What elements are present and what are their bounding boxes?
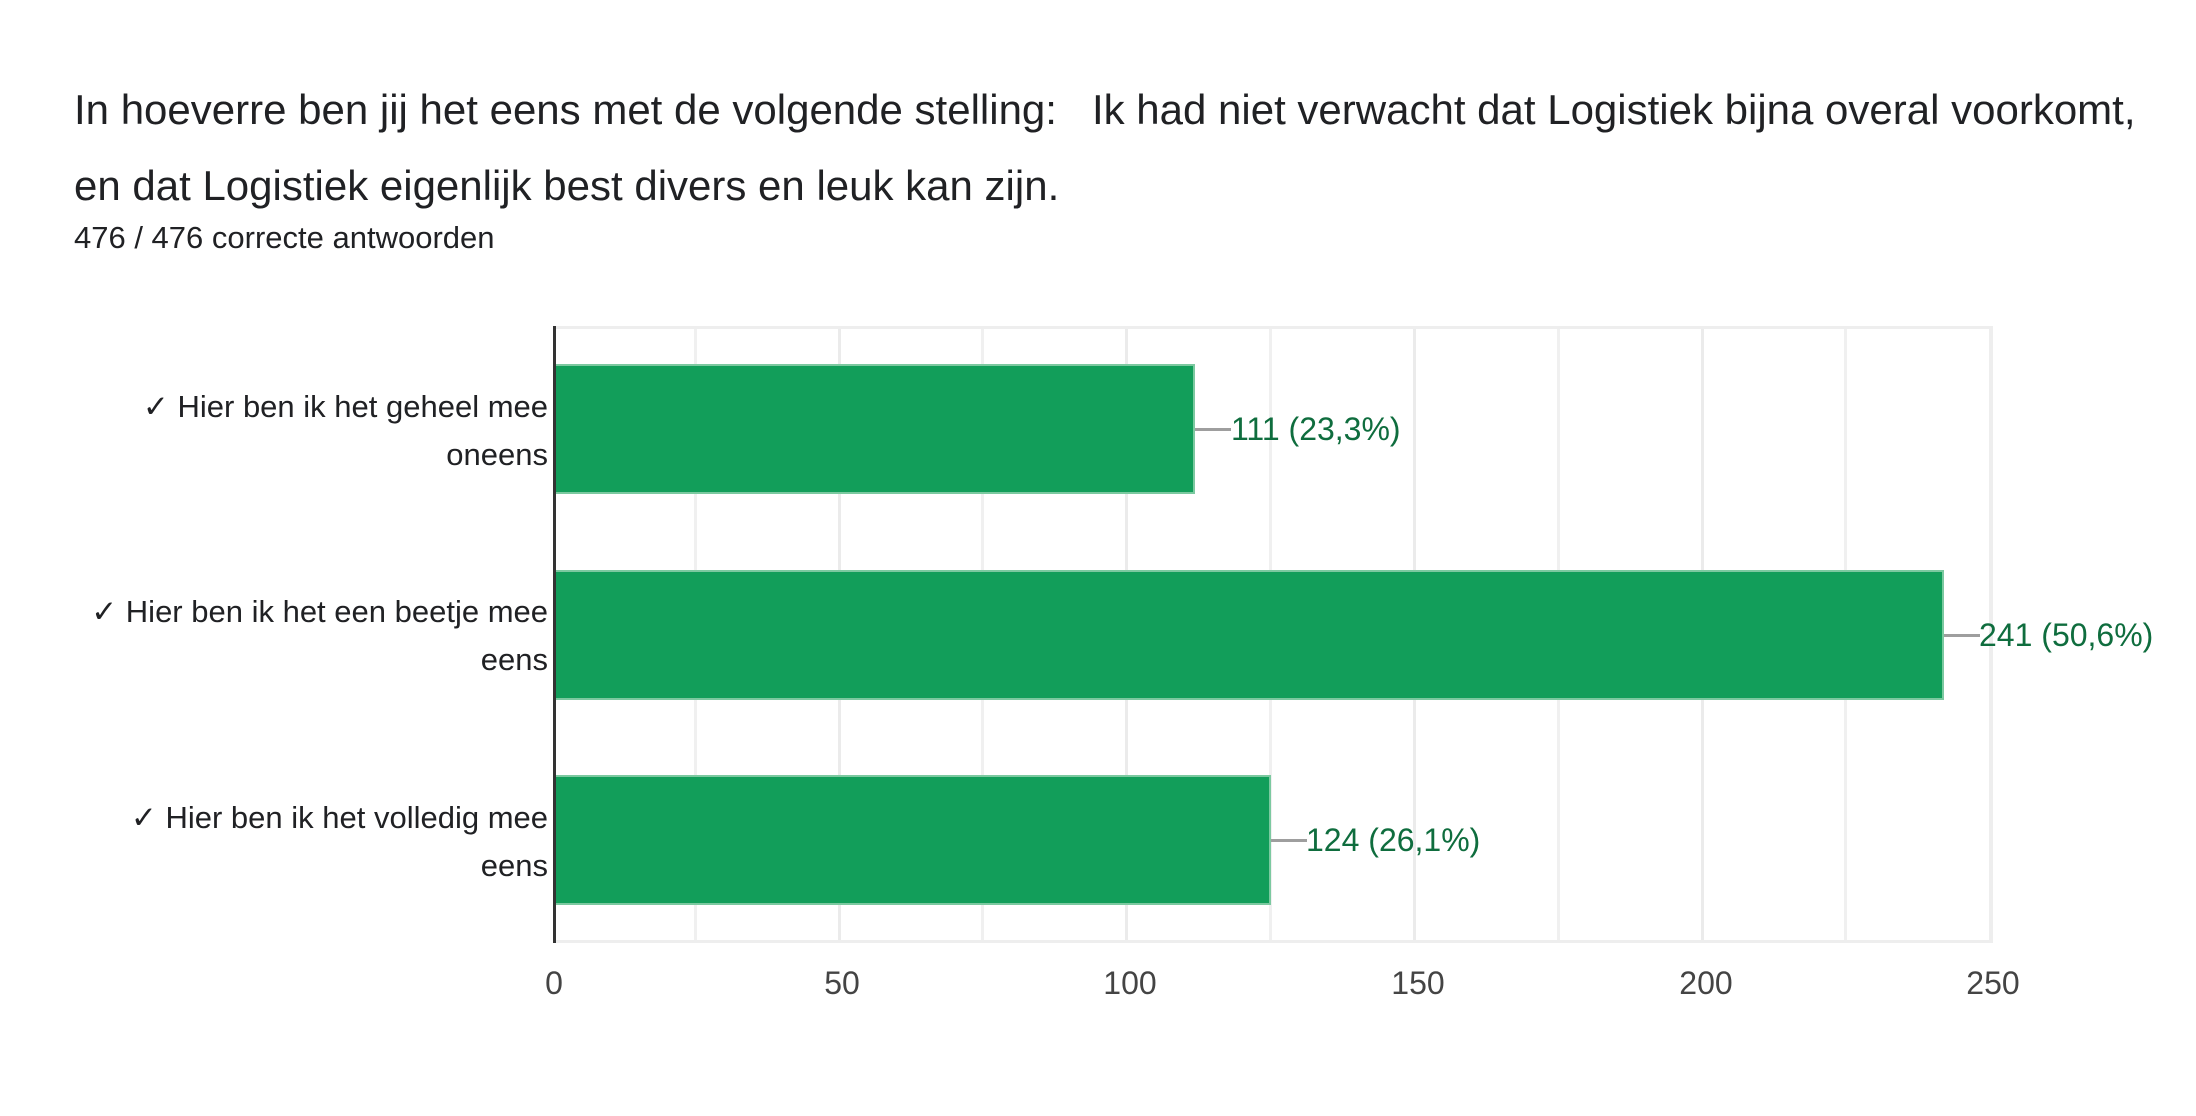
category-label: ✓ Hier ben ik het geheel mee oneens (8, 383, 548, 479)
x-tick-label: 150 (1391, 965, 1445, 1001)
category-label: ✓ Hier ben ik het volledig mee eens (8, 794, 548, 890)
category-label-line: ✓ Hier ben ik het volledig mee (130, 800, 548, 835)
y-axis-line (553, 326, 556, 943)
x-tick-label: 50 (824, 965, 860, 1001)
bar-geheel-oneens[interactable] (556, 364, 1195, 494)
x-tick-label: 250 (1966, 965, 2020, 1001)
x-tick-label: 0 (545, 965, 563, 1001)
response-count: 476 / 476 correcte antwoorden (74, 220, 495, 255)
category-label-line: ✓ Hier ben ik het een beetje mee (91, 594, 548, 629)
value-label: 241 (50,6%) (1979, 617, 2154, 653)
value-leader-line (1271, 839, 1307, 842)
bar-beetje-eens[interactable] (556, 570, 1944, 700)
category-label-line: oneens (446, 437, 548, 472)
value-leader-line (1944, 634, 1980, 637)
chart-title: In hoeverre ben jij het eens met de volg… (74, 86, 2148, 209)
bar-volledig-eens[interactable] (556, 775, 1271, 905)
value-leader-line (1195, 428, 1231, 431)
category-label-line: eens (480, 848, 548, 883)
category-label-line: eens (480, 642, 548, 677)
category-label-line: ✓ Hier ben ik het geheel mee (142, 389, 548, 424)
value-label: 111 (23,3%) (1231, 411, 1401, 447)
category-label: ✓ Hier ben ik het een beetje mee eens (8, 588, 548, 684)
value-label: 124 (26,1%) (1306, 822, 1481, 858)
x-tick-label: 100 (1103, 965, 1157, 1001)
x-tick-label: 200 (1679, 965, 1733, 1001)
